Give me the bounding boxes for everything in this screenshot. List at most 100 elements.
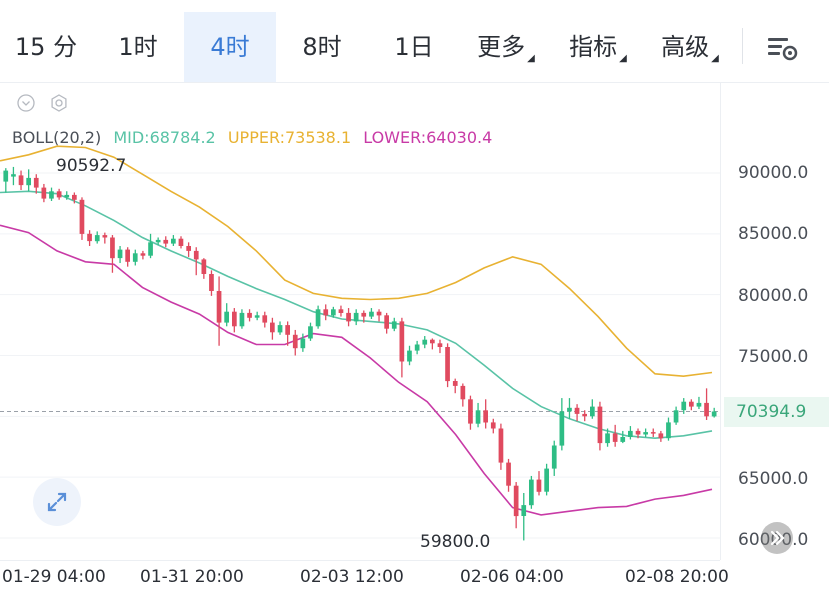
y-tick: 60000.0 — [738, 530, 809, 550]
x-axis-divider — [0, 560, 720, 561]
candle-body — [338, 309, 344, 313]
tab-1h[interactable]: 1时 — [92, 12, 184, 82]
candle-body — [704, 402, 709, 417]
candle-body — [590, 406, 595, 417]
tab-more[interactable]: 更多 ◢ — [460, 12, 552, 82]
boll-mid: MID:68784.2 — [113, 128, 216, 147]
y-axis-divider — [720, 82, 721, 560]
candle-body — [628, 430, 633, 437]
tab-label: 指标 — [569, 33, 618, 61]
candle-body — [26, 177, 31, 186]
candle-body — [49, 191, 54, 199]
scroll-to-latest-button[interactable] — [761, 522, 793, 554]
candle-body — [11, 174, 16, 177]
candle-body — [498, 428, 504, 463]
candle-body — [361, 312, 367, 317]
candle-body — [391, 321, 397, 329]
candle-body — [605, 433, 610, 444]
candle-body — [247, 312, 252, 318]
high-price-label: 90592.7 — [56, 156, 127, 176]
candle-body — [239, 312, 245, 327]
candle-body — [384, 315, 389, 329]
candle-body — [193, 250, 199, 260]
tab-15m[interactable]: 15 分 — [0, 12, 92, 82]
candle-body — [178, 238, 184, 246]
candle-body — [620, 437, 626, 442]
candle-body — [399, 321, 405, 362]
candle-body — [529, 479, 534, 506]
candle-body — [155, 239, 161, 243]
boll-lower: LOWER:64030.4 — [363, 128, 493, 147]
x-tick: 02-08 20:00 — [625, 567, 729, 587]
candle-body — [148, 242, 153, 256]
dropdown-triangle-icon: ◢ — [527, 53, 535, 64]
candle-body — [125, 249, 130, 262]
candle-body — [277, 325, 283, 333]
candle-body — [376, 311, 382, 316]
candle-body — [285, 325, 290, 335]
tab-1d[interactable]: 1日 — [368, 12, 460, 82]
candle-body — [414, 344, 420, 351]
current-price-label: 70394.9 — [724, 397, 829, 427]
timeframe-tab-bar: 15 分 1时 4时 8时 1日 更多 ◢ 指标 ◢ 高级 ◢ — [0, 0, 829, 83]
candle-body — [315, 309, 321, 327]
tab-4h[interactable]: 4时 — [184, 12, 276, 82]
candle-body — [3, 170, 9, 182]
candle-body — [460, 385, 466, 400]
candle-body — [422, 339, 428, 345]
candle-body — [544, 468, 549, 492]
candle-body — [41, 187, 47, 199]
boll-legend: BOLL(20,2) MID:68784.2 UPPER:73538.1 LOW… — [12, 128, 499, 147]
candle-body — [353, 312, 359, 322]
candle-body — [490, 422, 496, 429]
candle-body — [567, 407, 572, 412]
tab-label: 4时 — [210, 33, 250, 61]
candle-body — [597, 406, 603, 444]
candle-body — [643, 432, 648, 435]
candle-body — [56, 191, 62, 198]
candle-body — [18, 175, 24, 186]
candle-body — [574, 407, 580, 414]
chevron-down-icon[interactable] — [17, 94, 35, 112]
candle-body — [681, 401, 687, 411]
boll-name: BOLL(20,2) — [12, 128, 102, 147]
y-tick: 80000.0 — [738, 286, 809, 306]
candle-body — [132, 253, 138, 262]
candle-body — [209, 274, 214, 291]
candle-body — [102, 235, 108, 238]
tab-label: 更多 — [477, 33, 526, 61]
candle-body — [468, 399, 473, 424]
candle-body — [666, 422, 671, 439]
low-price-label: 59800.0 — [420, 532, 491, 552]
candle-body — [612, 433, 618, 442]
dropdown-triangle-icon: ◢ — [619, 53, 627, 64]
candle-body — [369, 311, 374, 317]
candle-body — [216, 291, 222, 323]
candle-body — [536, 479, 542, 492]
tab-label: 1日 — [394, 33, 434, 61]
tab-8h[interactable]: 8时 — [276, 12, 368, 82]
tab-advanced[interactable]: 高级 ◢ — [644, 12, 736, 82]
candle-body — [559, 411, 565, 446]
candle-body — [270, 322, 275, 333]
candle-body — [513, 485, 519, 517]
gear-icon[interactable] — [50, 94, 68, 112]
candlestick-chart[interactable] — [0, 82, 720, 560]
candle-body — [407, 350, 412, 362]
candle-body — [711, 411, 717, 417]
chart-settings-icon[interactable] — [762, 30, 802, 66]
tab-label: 8时 — [302, 33, 342, 61]
candle-body — [452, 381, 458, 386]
candle-body — [483, 410, 488, 423]
candle-body — [300, 338, 306, 349]
candle-body — [689, 401, 694, 407]
x-tick: 01-31 20:00 — [140, 567, 244, 587]
candle-body — [445, 347, 450, 382]
expand-arrows-icon[interactable] — [33, 478, 81, 526]
tab-indicators[interactable]: 指标 ◢ — [552, 12, 644, 82]
candle-body — [331, 309, 336, 316]
tab-label: 15 分 — [14, 33, 78, 61]
candle-body — [323, 309, 329, 316]
tab-label: 1时 — [118, 33, 158, 61]
candle-body — [346, 312, 351, 322]
